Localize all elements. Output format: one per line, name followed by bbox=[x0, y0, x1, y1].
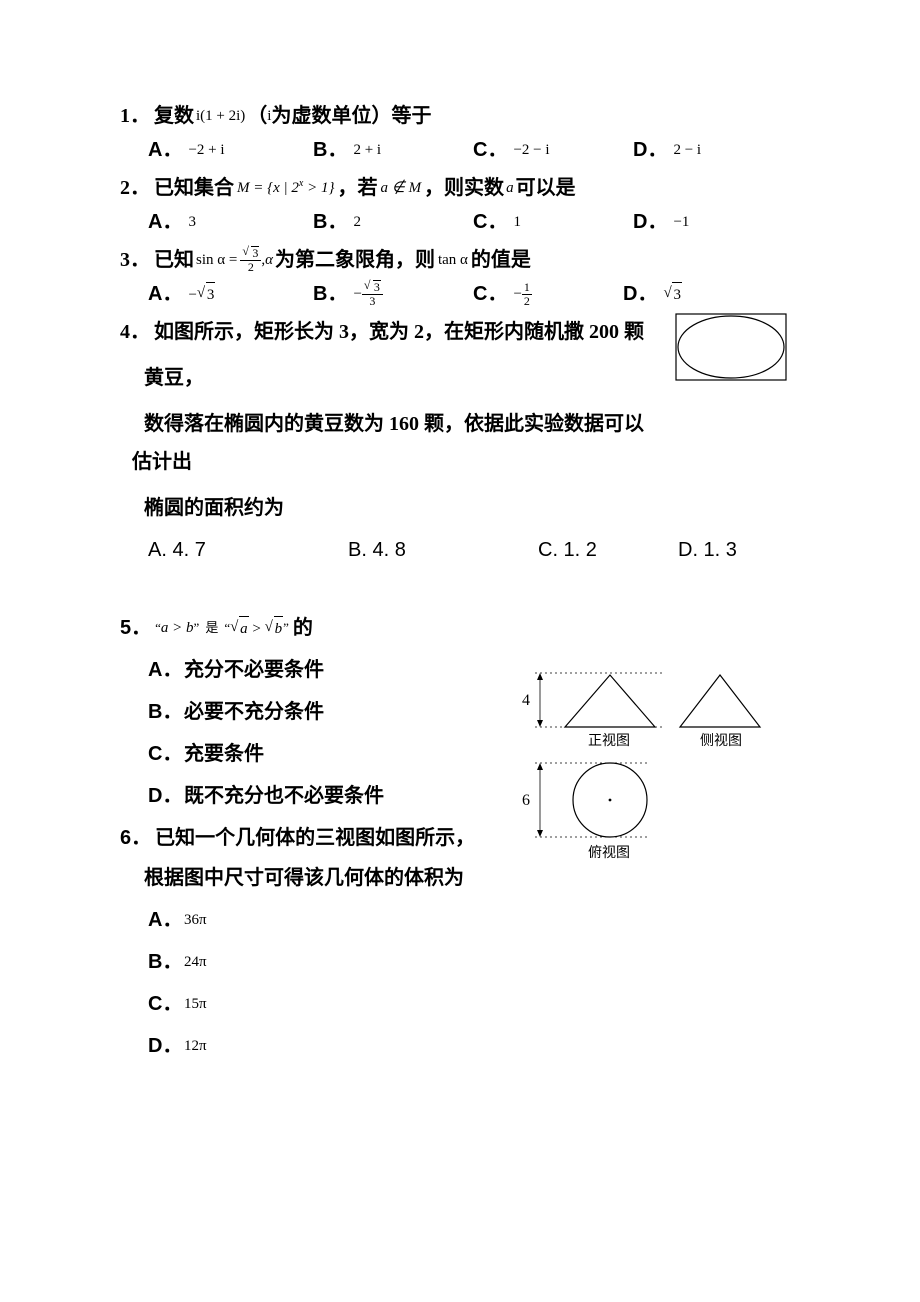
q6-opt-c: C．15π bbox=[148, 988, 800, 1020]
q2-opt-c: C．1 bbox=[473, 206, 633, 238]
q3-text-b: 为第二象限角，则 bbox=[275, 244, 435, 276]
q3-number: 3． bbox=[120, 244, 150, 276]
q4-opt-c: C. 1. 2 bbox=[538, 534, 678, 566]
q1-paren-l: （ bbox=[247, 100, 267, 132]
q5-options: A．充分不必要条件 B．必要不充分条件 C．充要条件 D．既不充分也不必要条件 bbox=[148, 654, 800, 812]
question-6: 6． 已知一个几何体的三视图如图所示， 根据图中尺寸可得该几何体的体积为 A．3… bbox=[120, 822, 800, 1062]
q4-figure bbox=[674, 312, 790, 384]
q3-opt-c: C． −12 bbox=[473, 278, 623, 310]
q2-text-a: 已知集合 bbox=[154, 172, 234, 204]
q5-opt-b: B．必要不充分条件 bbox=[148, 696, 800, 728]
q4-line2: 数得落在椭圆内的黄豆数为 160 颗，依据此实验数据可以 bbox=[144, 408, 800, 440]
question-2: 2． 已知集合 M = {x | 2x > 1} ，若 a ∉ M ，则实数 a… bbox=[120, 172, 800, 238]
q2-avar: a bbox=[506, 176, 514, 200]
q3-opt-b: B． −33 bbox=[313, 278, 473, 310]
q6-opt-a: A．36π bbox=[148, 904, 800, 936]
q4-line3: 椭圆的面积约为 bbox=[144, 492, 800, 524]
q2-text-b: ，若 bbox=[338, 172, 378, 204]
q5-stem: 5． “ a > b ” 是 “ a > b ” 的 bbox=[120, 612, 800, 644]
q6-opt-d: D．12π bbox=[148, 1030, 800, 1062]
q2-stem: 2． 已知集合 M = {x | 2x > 1} ，若 a ∉ M ，则实数 a… bbox=[120, 172, 800, 204]
q1-options: A．−2 + i B．2 + i C．−2 − i D．2 − i bbox=[148, 134, 800, 166]
q1-opt-d: D．2 − i bbox=[633, 134, 701, 166]
q1-expr: i(1 + 2i) bbox=[196, 104, 245, 128]
q2-cond: a ∉ M bbox=[381, 176, 422, 200]
question-1: 1． 复数 i(1 + 2i) （ i 为虚数单位）等于 A．−2 + i B．… bbox=[120, 100, 800, 166]
q5-opt-a: A．充分不必要条件 bbox=[148, 654, 800, 686]
q5-q6-block: 4 正视图 侧视图 6 俯视图 5． “ a > b ” 是 “ a > b ”… bbox=[120, 612, 800, 1062]
q1-opt-c: C．−2 − i bbox=[473, 134, 633, 166]
q6-options: A．36π B．24π C．15π D．12π bbox=[148, 904, 800, 1062]
q6-opt-b: B．24π bbox=[148, 946, 800, 978]
q6-line2: 根据图中尺寸可得该几何体的体积为 bbox=[144, 862, 800, 894]
q4-number: 4． bbox=[120, 316, 150, 348]
q2-text-d: 可以是 bbox=[516, 172, 576, 204]
q5-ab: a > b bbox=[161, 616, 194, 640]
q1-text-pre: 复数 bbox=[154, 100, 194, 132]
q3-text-a: 已知 bbox=[154, 244, 194, 276]
q2-set-expr: M = {x | 2x > 1} bbox=[237, 176, 335, 200]
q1-text-mid: 为虚数单位）等于 bbox=[271, 100, 431, 132]
q6-number: 6． bbox=[120, 822, 151, 854]
q3-sin-expr: sin α = 3 2 , α bbox=[196, 246, 273, 273]
q1-opt-a: A．−2 + i bbox=[148, 134, 313, 166]
q4-line2b: 估计出 bbox=[132, 446, 800, 478]
q2-opt-a: A．3 bbox=[148, 206, 313, 238]
q5-opt-c: C．充要条件 bbox=[148, 738, 800, 770]
q3-options: A． −3 B． −33 C． −12 D． 3 bbox=[148, 278, 800, 310]
q5-opt-d: D．既不充分也不必要条件 bbox=[148, 780, 800, 812]
q4-opt-b: B. 4. 8 bbox=[348, 534, 538, 566]
question-5: 5． “ a > b ” 是 “ a > b ” 的 A．充分不必要条件 B．必… bbox=[120, 612, 800, 812]
q3-opt-a: A． −3 bbox=[148, 278, 313, 310]
q6-line1: 6． 已知一个几何体的三视图如图所示， bbox=[120, 822, 800, 854]
q4-opt-a: A. 4. 7 bbox=[148, 534, 348, 566]
question-3: 3． 已知 sin α = 3 2 , α 为第二象限角，则 tan α 的值是… bbox=[120, 244, 800, 310]
q5-number: 5． bbox=[120, 612, 151, 644]
q1-stem: 1． 复数 i(1 + 2i) （ i 为虚数单位）等于 bbox=[120, 100, 800, 132]
question-4: 4． 如图所示，矩形长为 3，宽为 2，在矩形内随机撒 200 颗 黄豆， 数得… bbox=[120, 316, 800, 576]
q2-text-c: ，则实数 bbox=[424, 172, 504, 204]
q1-number: 1． bbox=[120, 100, 150, 132]
q3-stem: 3． 已知 sin α = 3 2 , α 为第二象限角，则 tan α 的值是 bbox=[120, 244, 800, 276]
q2-opt-b: B．2 bbox=[313, 206, 473, 238]
q4-opt-d: D. 1. 3 bbox=[678, 534, 737, 566]
q4-options: A. 4. 7 B. 4. 8 C. 1. 2 D. 1. 3 bbox=[148, 534, 800, 566]
q3-tan: tan α bbox=[438, 248, 468, 272]
q5-sqrt-expr: a > b bbox=[230, 616, 283, 641]
q3-text-c: 的值是 bbox=[471, 244, 531, 276]
q2-options: A．3 B．2 C．1 D．−1 bbox=[148, 206, 800, 238]
q3-opt-d: D． 3 bbox=[623, 278, 682, 310]
q2-opt-d: D．−1 bbox=[633, 206, 689, 238]
q2-number: 2． bbox=[120, 172, 150, 204]
q4-rect-ellipse-icon bbox=[674, 312, 790, 384]
q1-opt-b: B．2 + i bbox=[313, 134, 473, 166]
